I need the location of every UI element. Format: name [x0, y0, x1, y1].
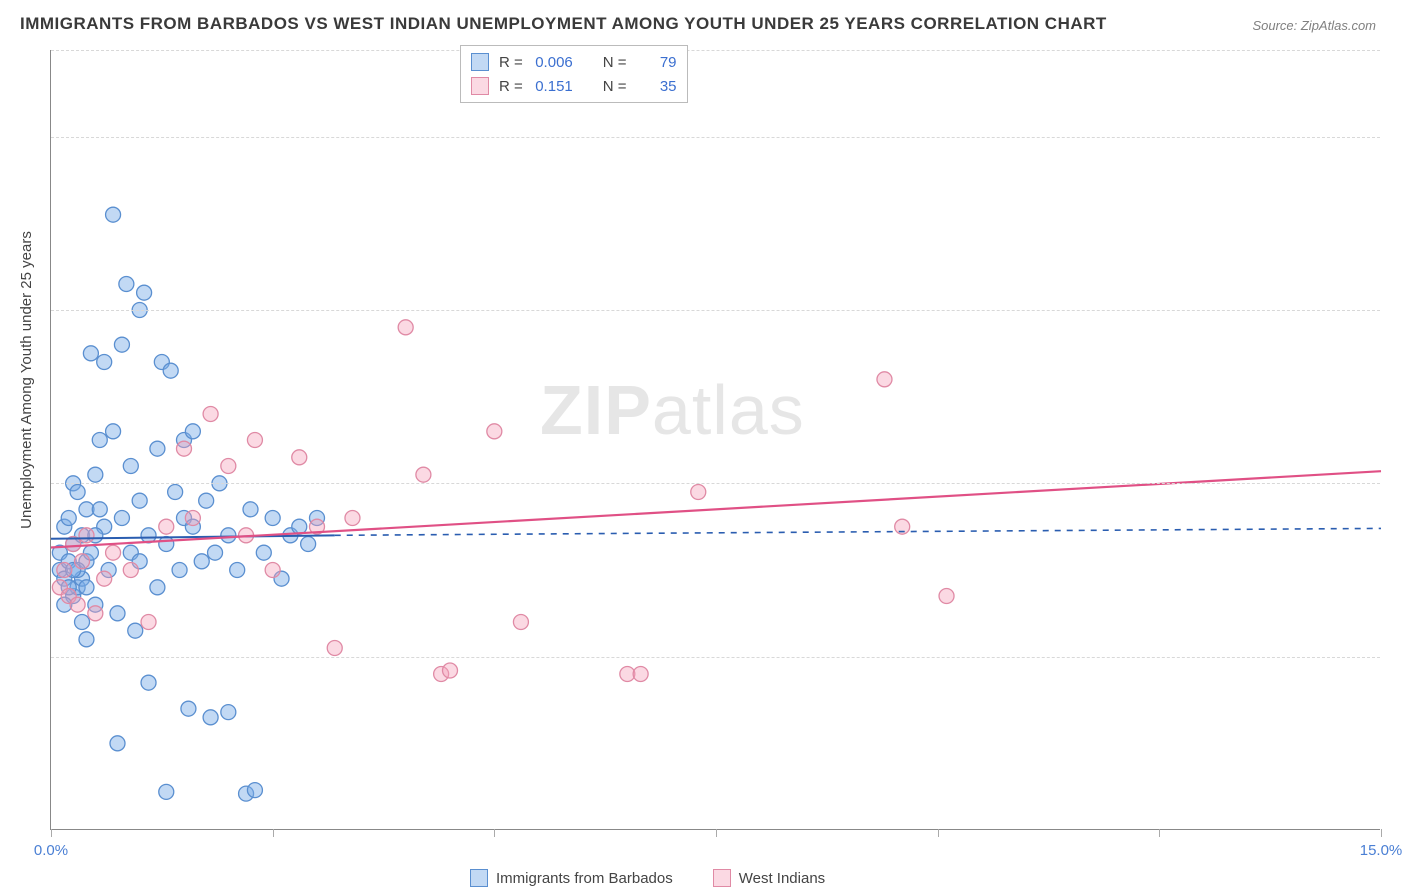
data-point: [185, 424, 200, 439]
data-point: [92, 502, 107, 517]
data-point: [79, 580, 94, 595]
data-point: [106, 545, 121, 560]
plot-area: 10.0%20.0%30.0%40.0%0.0%15.0%: [50, 50, 1380, 830]
data-point: [88, 467, 103, 482]
data-point: [177, 441, 192, 456]
data-point: [172, 563, 187, 578]
data-point: [61, 511, 76, 526]
data-point: [487, 424, 502, 439]
data-point: [345, 511, 360, 526]
series-legend: Immigrants from Barbados West Indians: [470, 869, 825, 887]
n-label: N =: [603, 78, 627, 95]
data-point: [132, 493, 147, 508]
legend-item: Immigrants from Barbados: [470, 869, 673, 887]
data-point: [292, 450, 307, 465]
n-value: 35: [637, 78, 677, 95]
data-point: [416, 467, 431, 482]
swatch-icon: [471, 77, 489, 95]
data-point: [159, 519, 174, 534]
r-value: 0.151: [533, 78, 573, 95]
data-point: [150, 441, 165, 456]
data-point: [106, 424, 121, 439]
correlation-legend: R = 0.006 N = 79 R = 0.151 N = 35: [460, 45, 688, 103]
data-point: [181, 701, 196, 716]
legend-label: West Indians: [739, 870, 825, 887]
data-point: [398, 320, 413, 335]
source-attribution: Source: ZipAtlas.com: [1252, 18, 1376, 33]
data-point: [301, 537, 316, 552]
data-point: [97, 355, 112, 370]
swatch-icon: [713, 869, 731, 887]
data-point: [513, 615, 528, 630]
data-point: [327, 641, 342, 656]
x-tick-label: 15.0%: [1360, 842, 1403, 859]
data-point: [265, 511, 280, 526]
data-point: [114, 337, 129, 352]
r-label: R =: [499, 78, 523, 95]
data-point: [691, 485, 706, 500]
data-point: [443, 663, 458, 678]
data-point: [137, 285, 152, 300]
data-point: [119, 277, 134, 292]
data-point: [150, 580, 165, 595]
data-point: [247, 783, 262, 798]
trend-line-extrapolated: [335, 528, 1381, 535]
data-point: [97, 571, 112, 586]
legend-item: West Indians: [713, 869, 825, 887]
legend-row-series-1: R = 0.006 N = 79: [471, 50, 677, 74]
data-point: [83, 346, 98, 361]
data-point: [247, 433, 262, 448]
data-point: [243, 502, 258, 517]
data-point: [939, 589, 954, 604]
data-point: [57, 563, 72, 578]
data-point: [92, 433, 107, 448]
data-point: [114, 511, 129, 526]
data-point: [106, 207, 121, 222]
chart-title: IMMIGRANTS FROM BARBADOS VS WEST INDIAN …: [20, 14, 1107, 34]
x-tick-label: 0.0%: [34, 842, 68, 859]
scatter-chart: [51, 50, 1380, 829]
data-point: [203, 407, 218, 422]
swatch-icon: [471, 53, 489, 71]
data-point: [70, 485, 85, 500]
data-point: [265, 563, 280, 578]
data-point: [159, 537, 174, 552]
data-point: [110, 736, 125, 751]
data-point: [230, 563, 245, 578]
data-point: [141, 615, 156, 630]
n-label: N =: [603, 54, 627, 71]
data-point: [208, 545, 223, 560]
data-point: [88, 606, 103, 621]
data-point: [203, 710, 218, 725]
data-point: [256, 545, 271, 560]
data-point: [221, 528, 236, 543]
data-point: [633, 667, 648, 682]
data-point: [221, 705, 236, 720]
r-value: 0.006: [533, 54, 573, 71]
data-point: [75, 554, 90, 569]
data-point: [221, 459, 236, 474]
legend-row-series-2: R = 0.151 N = 35: [471, 74, 677, 98]
data-point: [168, 485, 183, 500]
data-point: [199, 493, 214, 508]
n-value: 79: [637, 54, 677, 71]
data-point: [123, 459, 138, 474]
data-point: [194, 554, 209, 569]
data-point: [123, 563, 138, 578]
data-point: [128, 623, 143, 638]
data-point: [75, 615, 90, 630]
swatch-icon: [470, 869, 488, 887]
data-point: [70, 597, 85, 612]
data-point: [163, 363, 178, 378]
r-label: R =: [499, 54, 523, 71]
data-point: [141, 675, 156, 690]
data-point: [79, 632, 94, 647]
data-point: [110, 606, 125, 621]
data-point: [185, 511, 200, 526]
data-point: [877, 372, 892, 387]
data-point: [79, 528, 94, 543]
y-axis-label: Unemployment Among Youth under 25 years: [18, 231, 35, 529]
legend-label: Immigrants from Barbados: [496, 870, 673, 887]
data-point: [159, 784, 174, 799]
